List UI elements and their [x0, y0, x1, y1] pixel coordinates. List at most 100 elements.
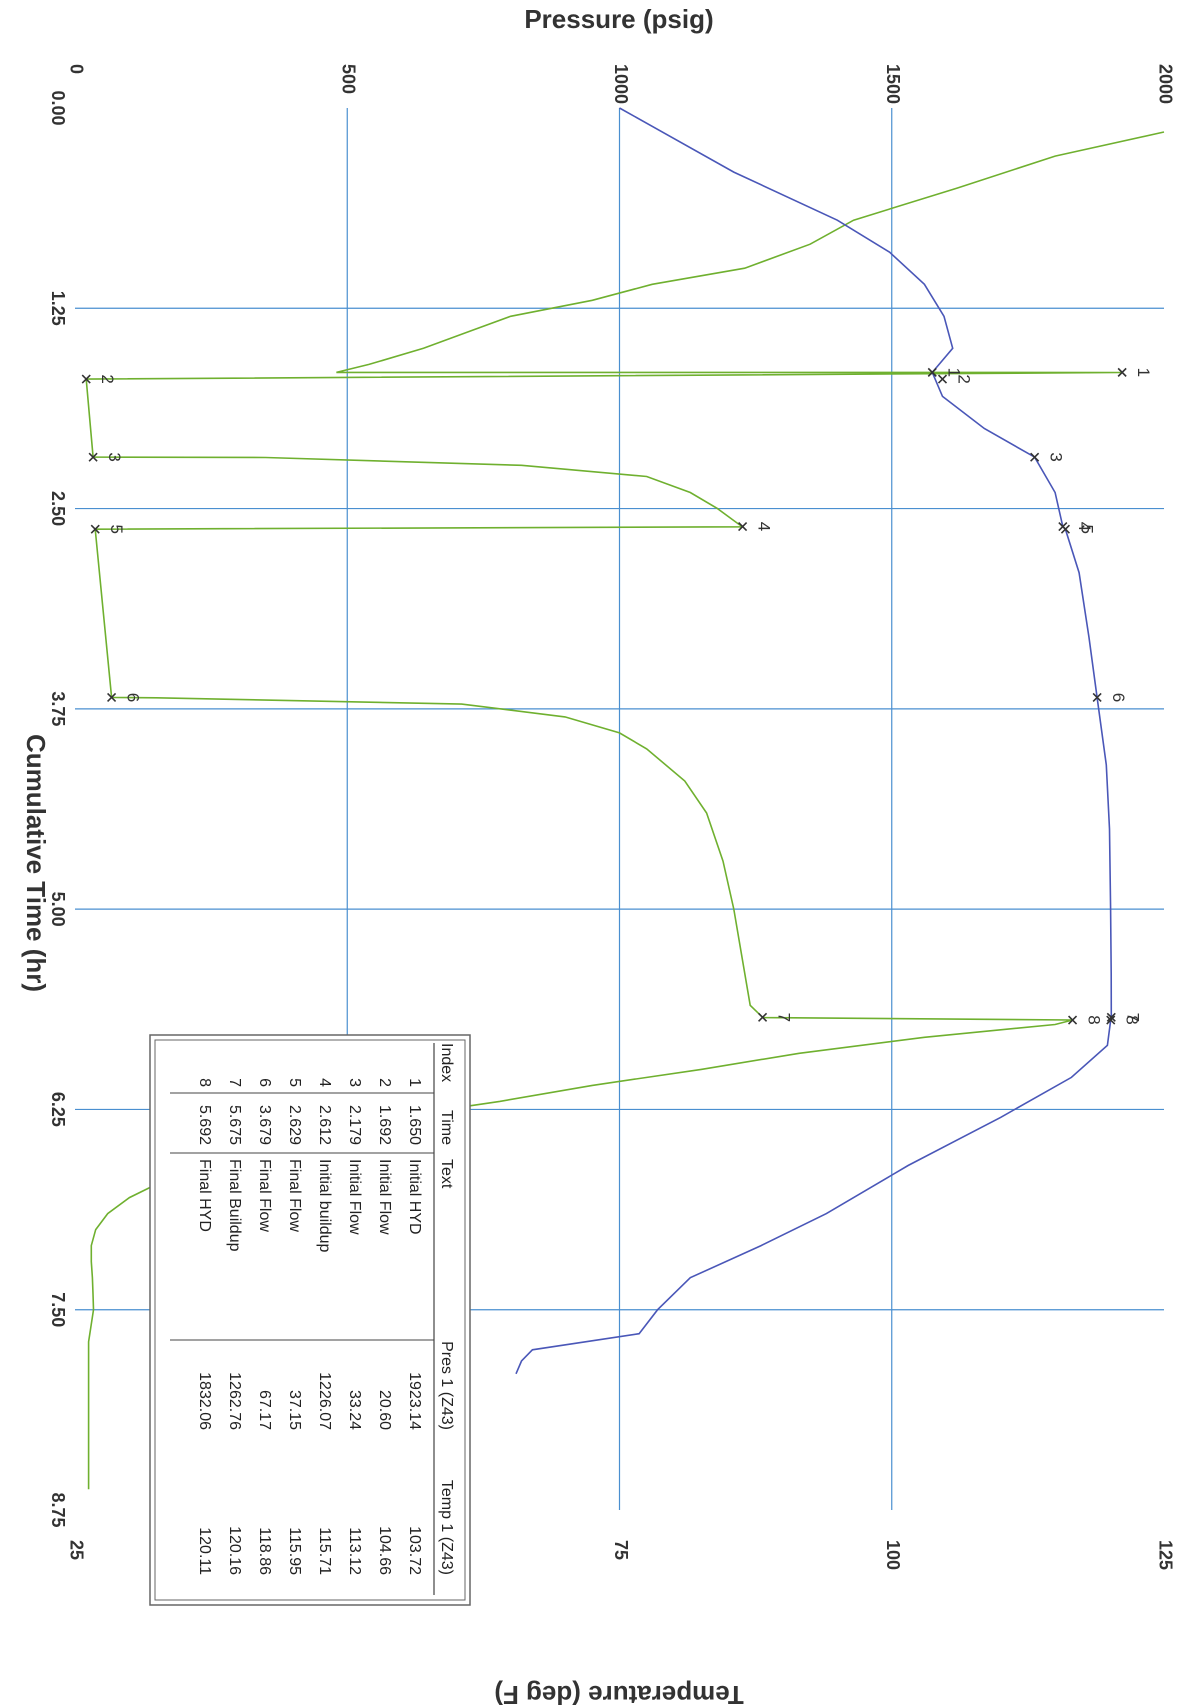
table-header: Time — [438, 1110, 455, 1145]
table-cell: 120.16 — [226, 1526, 243, 1575]
table-cell: 103.72 — [406, 1526, 423, 1575]
x-tick-label: 2.50 — [48, 491, 68, 526]
pressure-series-line — [85, 131, 1165, 1490]
y-left-tick-label: 500 — [339, 64, 359, 94]
x-tick-label: 8.75 — [48, 1492, 68, 1527]
y-left-axis-title: Pressure (psig) — [524, 4, 713, 34]
x-tick-label: 1.25 — [48, 291, 68, 326]
event-marker-label: 5 — [107, 525, 126, 534]
y-left-tick-label: 1000 — [611, 64, 631, 104]
event-marker: 5 — [1060, 525, 1096, 534]
table-cell: 8 — [196, 1078, 213, 1087]
table-cell: 120.11 — [196, 1527, 213, 1575]
table-cell: 1226.07 — [316, 1372, 333, 1430]
table-cell: 7 — [226, 1078, 243, 1087]
table-cell: 20.60 — [376, 1390, 393, 1430]
event-marker-label: 8 — [1123, 1015, 1142, 1024]
table-header: Index — [438, 1043, 455, 1082]
x-tick-label: 3.75 — [48, 691, 68, 726]
table-cell: 115.95 — [286, 1527, 303, 1575]
table-cell: 115.71 — [316, 1527, 333, 1575]
event-marker: 5 — [90, 525, 126, 534]
event-marker-label: 1 — [944, 368, 963, 377]
event-marker: 7 — [758, 1013, 794, 1022]
axis-titles: Pressure (psig) Cumulative Time (hr) Tem… — [21, 4, 744, 1706]
event-marker: 1 — [927, 368, 963, 377]
table-cell: 1832.06 — [196, 1372, 213, 1430]
event-marker-label: 5 — [1077, 525, 1096, 534]
table-cell: Final Buildup — [226, 1159, 243, 1252]
table-cell: 6 — [256, 1078, 273, 1087]
event-marker-label: 3 — [1047, 452, 1066, 461]
table-cell: 5 — [286, 1078, 303, 1087]
event-marker-label: 3 — [105, 452, 124, 461]
x-tick-label: 7.50 — [48, 1292, 68, 1327]
event-marker: 1 — [1117, 368, 1153, 377]
event-marker-label: 4 — [1075, 522, 1094, 531]
table-cell: Initial Flow — [346, 1159, 363, 1235]
event-marker-label: 8 — [1085, 1015, 1104, 1024]
table-cell: Initial HYD — [406, 1159, 423, 1235]
table-header: Text — [438, 1159, 455, 1189]
event-marker-label: 2 — [98, 374, 117, 383]
table-header: Temp 1 (Z43) — [438, 1480, 455, 1575]
event-marker-label: 6 — [124, 693, 143, 702]
y-left-tick-label: 0 — [66, 64, 86, 74]
table-cell: 3.679 — [256, 1105, 273, 1145]
table-cell: 1262.76 — [226, 1372, 243, 1430]
markers: 112 23 34 45 56 67 78 8 — [81, 368, 1153, 1025]
marker-table-box: Index Time Text Pres 1 (Z43) Temp 1 (Z43) 1 1.… — [149, 1034, 471, 1606]
table-cell: Initial Flow — [376, 1159, 393, 1235]
ticks: 0.00 1.25 2.50 3.75 5.00 6.25 7.50 8.75 0 500 1000… — [48, 64, 1175, 1570]
table-cell: 5.675 — [226, 1105, 243, 1145]
event-marker-label: 6 — [1109, 693, 1128, 702]
table-cell: 2.629 — [286, 1105, 303, 1145]
event-marker-label: 7 — [775, 1013, 794, 1022]
event-marker: 8 — [1106, 1015, 1142, 1025]
event-marker: 6 — [107, 693, 143, 702]
y-right-tick-label: 100 — [883, 1540, 903, 1570]
event-marker-label: 1 — [1134, 368, 1153, 377]
x-tick-label: 5.00 — [48, 892, 68, 927]
event-marker: 6 — [1092, 693, 1128, 702]
table-cell: Final HYD — [196, 1159, 213, 1232]
table-cell: Final Flow — [286, 1159, 303, 1232]
event-marker-label: 7 — [1123, 1013, 1142, 1022]
event-marker-label: 2 — [954, 374, 973, 383]
table-cell: 2 — [376, 1078, 393, 1087]
table-cell: 104.66 — [376, 1526, 393, 1575]
y-right-axis-title: Temperature (deg F) — [494, 1680, 743, 1706]
table-cell: Final Flow — [256, 1159, 273, 1232]
event-marker: 7 — [1106, 1013, 1142, 1022]
temperature-series-line — [515, 107, 1113, 1375]
table-cell: 4 — [316, 1078, 333, 1087]
table-cell: 2.612 — [316, 1105, 333, 1145]
table-cell: 33.24 — [346, 1390, 363, 1430]
event-marker: 2 — [81, 374, 117, 384]
table-header: Pres 1 (Z43) — [438, 1341, 455, 1430]
y-left-tick-label: 2000 — [1155, 64, 1175, 104]
y-right-tick-label: 25 — [66, 1540, 86, 1560]
table-cell: 113.12 — [346, 1527, 363, 1575]
table-cell: 1.692 — [376, 1105, 393, 1145]
y-left-tick-label: 1500 — [883, 64, 903, 104]
table-cell: 5.692 — [196, 1105, 213, 1145]
table-cell: 3 — [346, 1078, 363, 1087]
event-marker: 4 — [738, 522, 774, 531]
table-cell: 1.650 — [406, 1105, 423, 1145]
table-cell: 118.86 — [256, 1527, 273, 1575]
event-marker: 8 — [1067, 1015, 1104, 1025]
table-cell: Initial buildup — [316, 1159, 333, 1253]
event-marker: 3 — [88, 452, 124, 462]
x-axis-title: Cumulative Time (hr) — [21, 734, 51, 992]
y-right-tick-label: 125 — [1155, 1540, 1175, 1570]
table-cell: 37.15 — [286, 1390, 303, 1430]
table-cell: 2.179 — [346, 1105, 363, 1145]
event-marker: 3 — [1030, 452, 1066, 462]
event-marker-label: 4 — [755, 522, 774, 531]
table-cell: 1 — [406, 1078, 423, 1087]
marker-table: Index Time Text Pres 1 (Z43) Temp 1 (Z43) 1 1.… — [149, 1034, 471, 1606]
curves — [85, 107, 1165, 1490]
table-cell: 67.17 — [256, 1390, 273, 1430]
